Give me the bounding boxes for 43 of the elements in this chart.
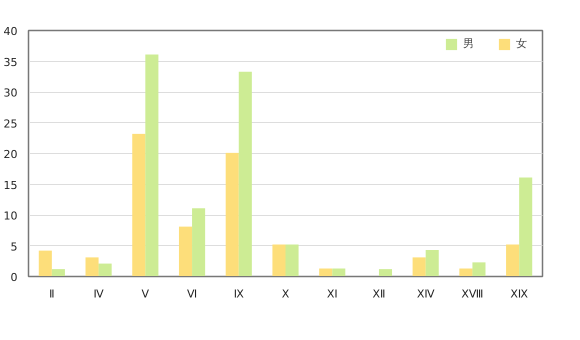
x-tick-label: ⅩⅨ: [510, 288, 528, 300]
y-tick-label: 0: [10, 271, 18, 284]
x-tick-label: Ⅳ: [94, 288, 105, 300]
x-tick-label: Ⅴ: [142, 288, 150, 300]
bar: [506, 244, 520, 276]
y-tick-label: 35: [4, 56, 18, 69]
bar: [132, 134, 146, 276]
x-tick-label: ⅩⅣ: [416, 288, 436, 300]
y-tick-label: 30: [4, 86, 18, 100]
bar: [86, 257, 99, 276]
x-tick-label: ⅩⅠ: [326, 288, 338, 300]
legend-label: 男: [463, 36, 475, 51]
bar: [472, 262, 486, 276]
y-tick-label: 20: [4, 148, 18, 161]
x-tick-label: ⅩⅧ: [461, 288, 484, 300]
bar: [238, 72, 252, 276]
bar: [332, 268, 346, 276]
bar: [145, 54, 158, 276]
bar: [192, 208, 206, 276]
bar: [519, 177, 532, 276]
y-tick-label: 40: [4, 25, 18, 38]
bar: [319, 268, 332, 276]
y-tick-label: 5: [10, 240, 18, 254]
bar: [38, 250, 52, 276]
bar: [52, 269, 65, 276]
bar: [426, 250, 439, 276]
bar: [226, 152, 239, 276]
bar: [286, 244, 299, 276]
x-tick-label: Ⅸ: [234, 288, 244, 300]
x-tick-label: Ⅹ: [282, 288, 290, 300]
bar: [272, 244, 286, 276]
y-tick-label: 15: [4, 178, 18, 192]
bar: [178, 226, 192, 276]
x-tick-label: ⅩⅡ: [372, 288, 386, 300]
bar: [412, 257, 426, 276]
legend-label: 女: [516, 36, 528, 51]
bar: [459, 268, 472, 276]
x-tick-label: Ⅵ: [186, 288, 198, 300]
bar: [378, 269, 392, 276]
x-tick-label: Ⅱ: [49, 288, 55, 300]
y-tick-label: 10: [4, 210, 18, 222]
bar: [98, 264, 112, 276]
y-tick-label: 25: [4, 117, 18, 130]
